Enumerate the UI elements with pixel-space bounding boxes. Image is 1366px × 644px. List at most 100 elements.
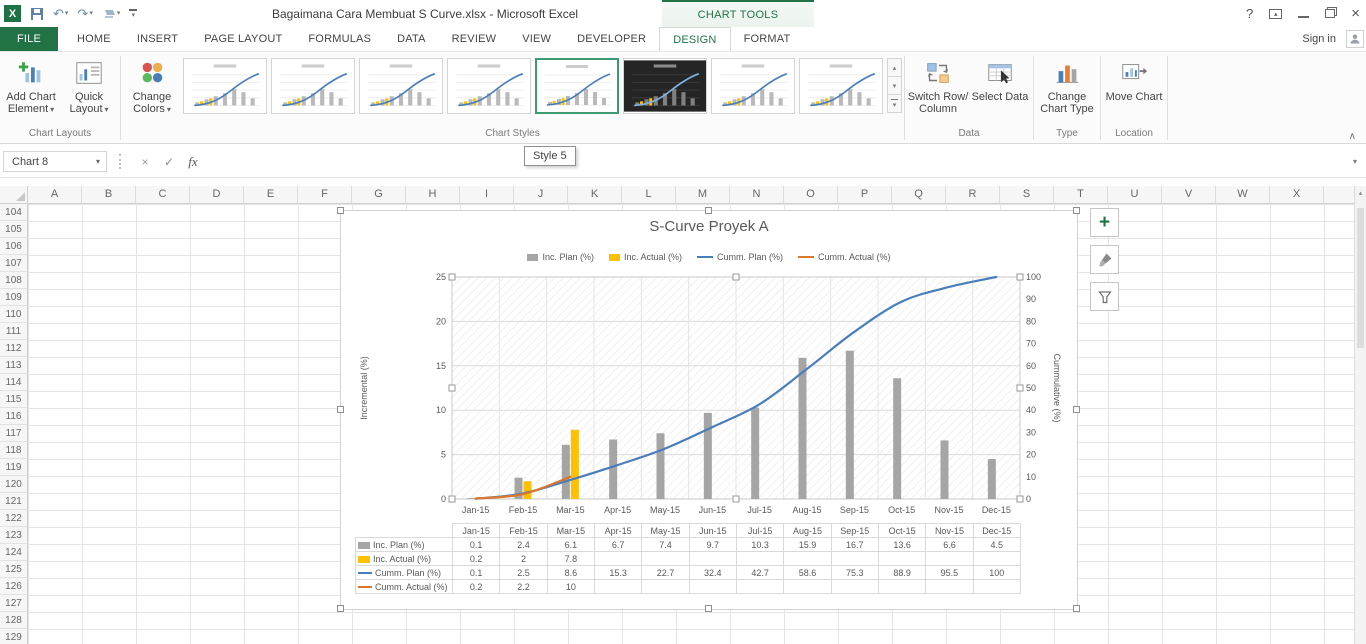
formula-bar-resize-handle[interactable] (119, 154, 123, 169)
chart-filters-button[interactable] (1090, 282, 1119, 311)
tab-formulas[interactable]: FORMULAS (308, 33, 372, 45)
quick-layout-button[interactable]: Quick Layout ▾ (60, 54, 118, 116)
row-header-116[interactable]: 116 (0, 408, 27, 425)
row-header-114[interactable]: 114 (0, 374, 27, 391)
chart-style-thumbnail-6[interactable] (623, 58, 707, 114)
row-header-107[interactable]: 107 (0, 255, 27, 272)
chart-resize-handle[interactable] (705, 605, 712, 612)
legend-item[interactable]: Cumm. Actual (%) (798, 252, 891, 262)
chart-style-thumbnail-3[interactable] (359, 58, 443, 114)
legend-item[interactable]: Cumm. Plan (%) (697, 252, 783, 262)
row-header-124[interactable]: 124 (0, 544, 27, 561)
column-header-G[interactable]: G (352, 186, 406, 203)
insert-function-icon[interactable]: fx (188, 153, 198, 169)
row-header-104[interactable]: 104 (0, 204, 27, 221)
column-header-R[interactable]: R (946, 186, 1000, 203)
chart-resize-handle[interactable] (1073, 605, 1080, 612)
sign-in-label[interactable]: Sign in (1302, 33, 1336, 45)
row-header-118[interactable]: 118 (0, 442, 27, 459)
collapse-ribbon-icon[interactable]: ∧ (1348, 131, 1356, 142)
tab-home[interactable]: HOME (77, 33, 111, 45)
chart-style-thumbnail-8[interactable] (799, 58, 883, 114)
legend-item[interactable]: Inc. Actual (%) (608, 252, 682, 262)
quick-command-icon[interactable]: ▾ (102, 8, 120, 20)
column-header-O[interactable]: O (784, 186, 838, 203)
chart-object[interactable]: 0 5 10 15 20 25 0 10 20 30 40 50 60 70 80 90 100 Jan-15 Fe… (337, 207, 1080, 612)
move-chart-button[interactable]: Move Chart (1103, 54, 1165, 103)
row-header-120[interactable]: 120 (0, 476, 27, 493)
column-header-Q[interactable]: Q (892, 186, 946, 203)
tab-page-layout[interactable]: PAGE LAYOUT (204, 33, 283, 45)
save-icon[interactable] (30, 7, 44, 21)
row-header-109[interactable]: 109 (0, 289, 27, 306)
chart-title[interactable]: S-Curve Proyek A (649, 218, 769, 235)
row-header-106[interactable]: 106 (0, 238, 27, 255)
column-header-V[interactable]: V (1162, 186, 1216, 203)
vertical-scrollbar[interactable]: ▴ (1354, 186, 1366, 644)
avatar-icon[interactable] (1346, 30, 1364, 48)
tab-file[interactable]: FILE (0, 27, 59, 51)
column-header-F[interactable]: F (298, 186, 352, 203)
formula-input[interactable] (205, 151, 1344, 172)
chart-elements-button[interactable]: + (1090, 208, 1119, 237)
chart-legend[interactable]: Inc. Plan (%) Inc. Actual (%) Cumm. Plan (… (341, 252, 1077, 262)
tab-format[interactable]: FORMAT (743, 33, 791, 45)
change-colors-button[interactable]: Change Colors ▾ (123, 54, 181, 116)
column-header-K[interactable]: K (568, 186, 622, 203)
tab-design[interactable]: DESIGN (659, 27, 731, 51)
chart-resize-handle[interactable] (337, 406, 344, 413)
row-header-126[interactable]: 126 (0, 578, 27, 595)
tab-view[interactable]: VIEW (522, 33, 552, 45)
chart-style-thumbnail-7[interactable] (711, 58, 795, 114)
row-header-111[interactable]: 111 (0, 323, 27, 340)
enter-icon[interactable]: ✓ (163, 154, 175, 169)
scrollbar-thumb[interactable] (1357, 208, 1364, 348)
gallery-up-button[interactable]: ▴ (887, 58, 902, 77)
select-data-button[interactable]: Select Data (969, 54, 1031, 103)
row-header-117[interactable]: 117 (0, 425, 27, 442)
switch-row-column-button[interactable]: Switch Row/ Column (907, 54, 969, 115)
row-header-113[interactable]: 113 (0, 357, 27, 374)
row-header-110[interactable]: 110 (0, 306, 27, 323)
column-header-U[interactable]: U (1108, 186, 1162, 203)
column-header-L[interactable]: L (622, 186, 676, 203)
row-header-122[interactable]: 122 (0, 510, 27, 527)
gallery-down-button[interactable]: ▾ (887, 76, 902, 95)
name-box-dropdown-icon[interactable]: ▾ (95, 157, 100, 166)
tab-insert[interactable]: INSERT (136, 33, 179, 45)
tab-data[interactable]: DATA (397, 33, 426, 45)
chart-style-thumbnail-2[interactable] (271, 58, 355, 114)
row-header-123[interactable]: 123 (0, 527, 27, 544)
chart-style-thumbnail-1[interactable] (183, 58, 267, 114)
scroll-up-icon[interactable]: ▴ (1358, 190, 1363, 197)
name-box[interactable]: Chart 8 ▾ (3, 151, 107, 172)
restore-icon[interactable] (1325, 9, 1336, 18)
row-header-119[interactable]: 119 (0, 459, 27, 476)
chart-style-thumbnail-4[interactable] (447, 58, 531, 114)
column-header-T[interactable]: T (1054, 186, 1108, 203)
row-header-108[interactable]: 108 (0, 272, 27, 289)
column-header-D[interactable]: D (190, 186, 244, 203)
close-icon[interactable]: × (1351, 5, 1360, 22)
chart-resize-handle[interactable] (337, 207, 344, 214)
chart-resize-handle[interactable] (337, 605, 344, 612)
column-header-M[interactable]: M (676, 186, 730, 203)
ribbon-display-options-icon[interactable]: ▴ (1269, 8, 1283, 19)
column-header-N[interactable]: N (730, 186, 784, 203)
help-icon[interactable]: ? (1246, 6, 1254, 21)
chart-resize-handle[interactable] (1073, 207, 1080, 214)
column-header-J[interactable]: J (514, 186, 568, 203)
column-header-P[interactable]: P (838, 186, 892, 203)
row-header-128[interactable]: 128 (0, 612, 27, 629)
undo-icon[interactable]: ↶ ▾ (53, 6, 69, 21)
row-header-105[interactable]: 105 (0, 221, 27, 238)
select-all-corner[interactable] (0, 186, 28, 204)
column-header-I[interactable]: I (460, 186, 514, 203)
row-header-127[interactable]: 127 (0, 595, 27, 612)
row-header-115[interactable]: 115 (0, 391, 27, 408)
row-header-121[interactable]: 121 (0, 493, 27, 510)
chart-resize-handle[interactable] (1073, 406, 1080, 413)
sign-in-area[interactable]: Sign in (1302, 27, 1366, 51)
add-chart-element-button[interactable]: Add Chart Element ▾ (2, 54, 60, 116)
cancel-icon[interactable]: × (141, 154, 149, 169)
